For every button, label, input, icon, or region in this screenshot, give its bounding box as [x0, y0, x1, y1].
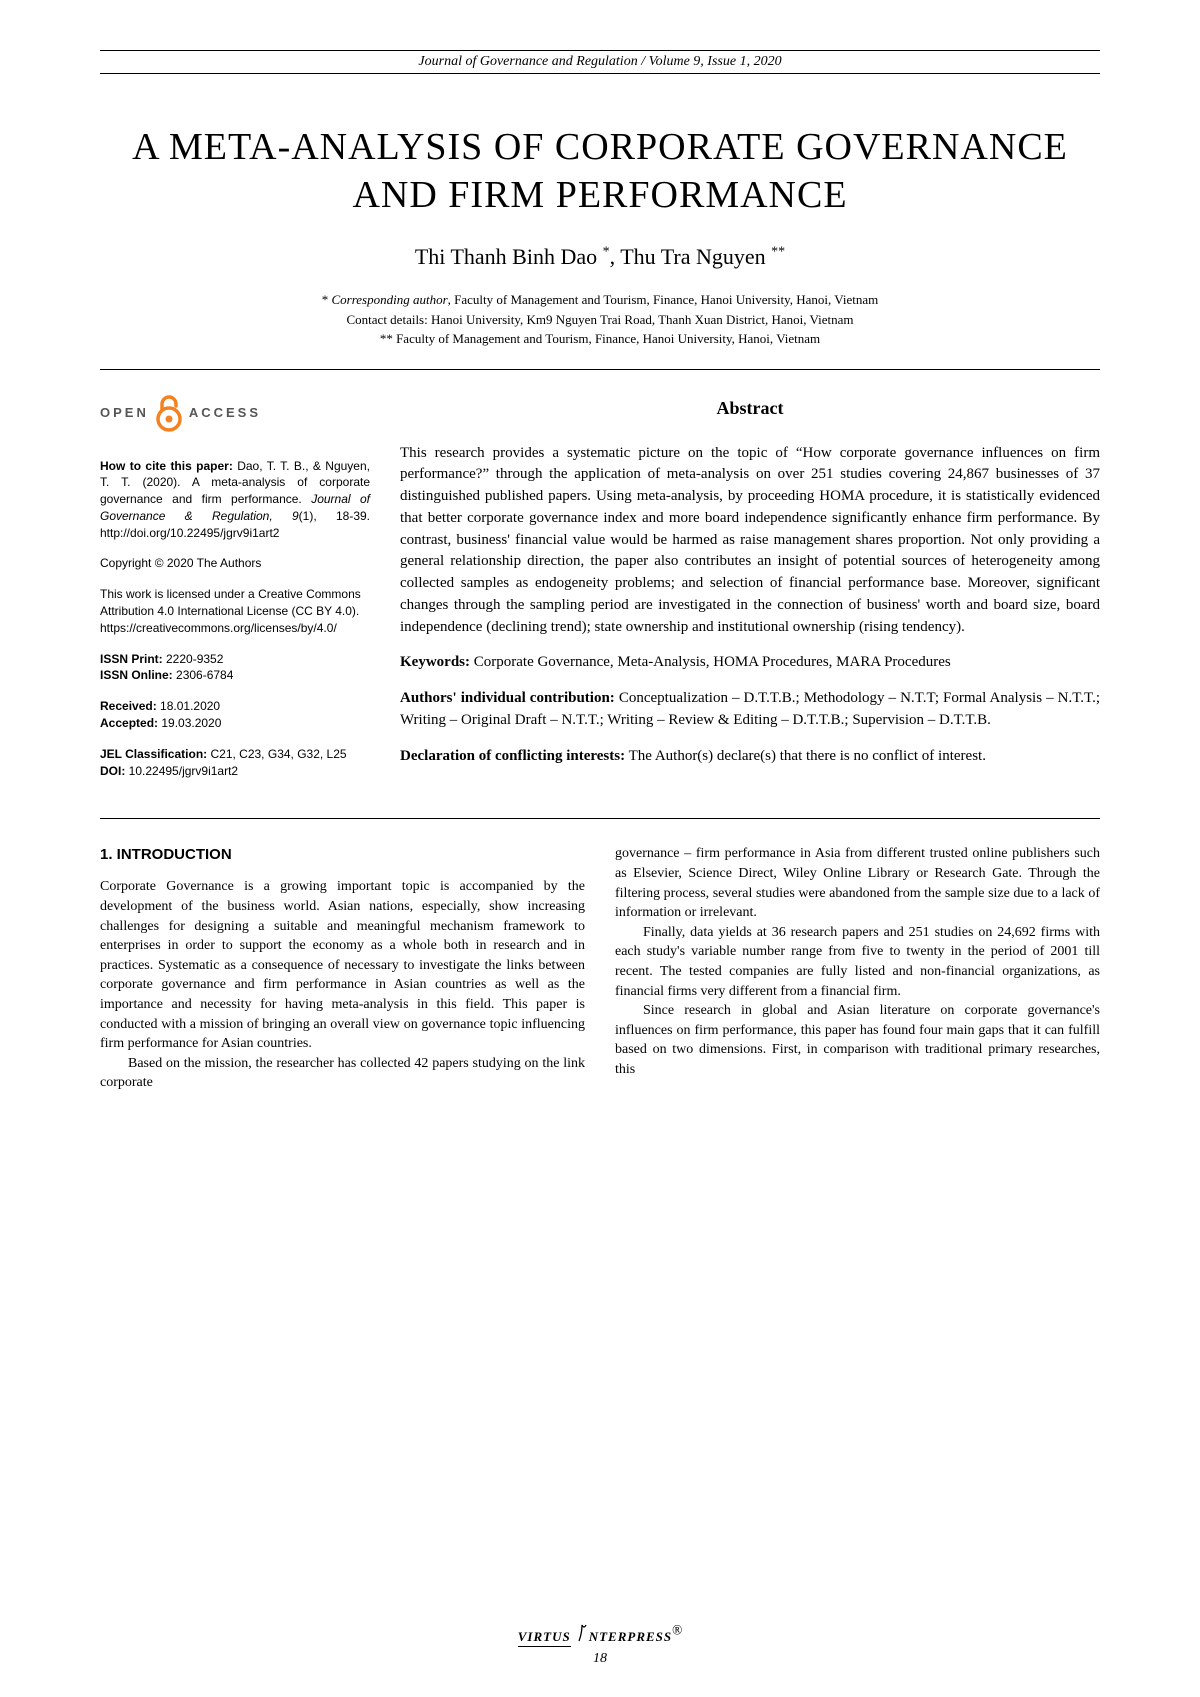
- logo-reg: ®: [672, 1623, 682, 1638]
- aff1-label: Corresponding author: [331, 292, 447, 307]
- oa-left-text: OPEN: [100, 404, 149, 422]
- author-2-name: Thu Tra Nguyen: [620, 244, 765, 269]
- intro-para-1: Corporate Governance is a growing import…: [100, 877, 585, 1053]
- abstract-heading: Abstract: [400, 395, 1100, 421]
- affiliation-contact: Contact details: Hanoi University, Km9 N…: [100, 310, 1100, 330]
- oa-right-text: ACCESS: [189, 404, 261, 422]
- author-1-name: Thi Thanh Binh Dao: [415, 244, 597, 269]
- journal-header: Journal of Governance and Regulation / V…: [100, 50, 1100, 74]
- page-number: 18: [0, 1651, 1200, 1667]
- copyright-block: Copyright © 2020 The Authors: [100, 555, 370, 572]
- doi-value: 10.22495/jgrv9i1art2: [125, 764, 238, 778]
- contribution-label: Authors' individual contribution:: [400, 690, 615, 706]
- issn-print-label: ISSN Print:: [100, 652, 163, 666]
- logo-right: NTERPRESS: [589, 1629, 672, 1646]
- divider-bottom: [100, 818, 1100, 819]
- issn-block: ISSN Print: 2220-9352 ISSN Online: 2306-…: [100, 651, 370, 685]
- logo-left: VIRTUS: [518, 1629, 571, 1647]
- intro-para-2: Based on the mission, the researcher has…: [100, 1054, 585, 1093]
- declaration-text: The Author(s) declare(s) that there is n…: [625, 748, 986, 764]
- issn-online: 2306-6784: [173, 668, 234, 682]
- logo-icon: [575, 1621, 589, 1643]
- article-title: A META-ANALYSIS OF CORPORATE GOVERNANCE …: [100, 124, 1100, 219]
- doi-label: DOI:: [100, 764, 125, 778]
- keywords-text: Corporate Governance, Meta-Analysis, HOM…: [470, 654, 951, 670]
- keywords-label: Keywords:: [400, 654, 470, 670]
- intro-para-4: Finally, data yields at 36 research pape…: [615, 923, 1100, 1001]
- metadata-column: OPEN ACCESS How to cite this paper: Dao,…: [100, 395, 370, 794]
- contribution-block: Authors' individual contribution: Concep…: [400, 688, 1100, 732]
- jel-codes: C21, C23, G34, G32, L25: [207, 747, 346, 761]
- declaration-block: Declaration of conflicting interests: Th…: [400, 746, 1100, 768]
- abstract-text: This research provides a systematic pict…: [400, 443, 1100, 639]
- license-block: This work is licensed under a Creative C…: [100, 586, 370, 636]
- received-label: Received:: [100, 699, 157, 713]
- intro-para-5: Since research in global and Asian liter…: [615, 1001, 1100, 1079]
- body-column-right: governance – firm performance in Asia fr…: [615, 844, 1100, 1093]
- jel-label: JEL Classification:: [100, 747, 207, 761]
- jel-doi-block: JEL Classification: C21, C23, G34, G32, …: [100, 746, 370, 780]
- page-footer: VIRTUS NTERPRESS® 18: [0, 1621, 1200, 1667]
- author-2-mark: **: [771, 245, 785, 260]
- keywords-block: Keywords: Corporate Governance, Meta-Ana…: [400, 652, 1100, 674]
- body-column-left: 1. INTRODUCTION Corporate Governance is …: [100, 844, 585, 1093]
- affiliation-2: ** Faculty of Management and Tourism, Fi…: [100, 329, 1100, 349]
- divider-top: [100, 369, 1100, 370]
- affiliations: * Corresponding author, Faculty of Manag…: [100, 290, 1100, 349]
- publisher-logo: VIRTUS NTERPRESS®: [0, 1621, 1200, 1647]
- received-date: 18.01.2020: [157, 699, 220, 713]
- intro-para-3: governance – firm performance in Asia fr…: [615, 844, 1100, 922]
- declaration-label: Declaration of conflicting interests:: [400, 748, 625, 764]
- accepted-date: 19.03.2020: [158, 716, 221, 730]
- accepted-label: Accepted:: [100, 716, 158, 730]
- affiliation-1: * Corresponding author, Faculty of Manag…: [100, 290, 1100, 310]
- citation-block: How to cite this paper: Dao, T. T. B., &…: [100, 458, 370, 542]
- authors-line: Thi Thanh Binh Dao *, Thu Tra Nguyen **: [100, 244, 1100, 270]
- dates-block: Received: 18.01.2020 Accepted: 19.03.202…: [100, 698, 370, 732]
- author-1-mark: *: [603, 245, 610, 260]
- open-access-icon: [155, 395, 183, 433]
- section-heading: 1. INTRODUCTION: [100, 844, 585, 865]
- body-text: 1. INTRODUCTION Corporate Governance is …: [100, 844, 1100, 1093]
- cite-label: How to cite this paper:: [100, 459, 233, 473]
- aff1-rest: , Faculty of Management and Tourism, Fin…: [448, 292, 879, 307]
- open-access-badge: OPEN ACCESS: [100, 395, 370, 433]
- issn-print: 2220-9352: [163, 652, 224, 666]
- abstract-column: Abstract This research provides a system…: [400, 395, 1100, 794]
- issn-online-label: ISSN Online:: [100, 668, 173, 682]
